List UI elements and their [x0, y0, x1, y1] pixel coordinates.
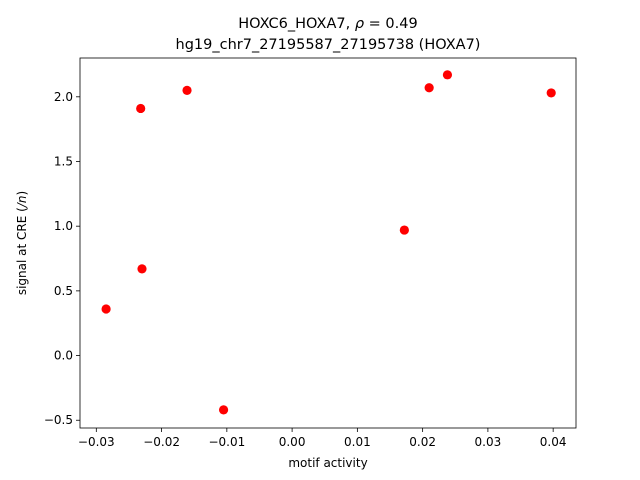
scatter-point	[101, 304, 111, 314]
scatter-point	[218, 405, 229, 415]
x-tick-label: −0.01	[208, 435, 245, 449]
y-tick-label: 1.5	[54, 154, 73, 168]
y-tick-label: −0.5	[44, 413, 73, 427]
y-axis-label: signal at CRE (/n)	[15, 191, 29, 295]
x-axis-ticks: −0.03 −0.02 −0.01 0.00 0.01 0.02 0.03 0.04	[78, 428, 567, 449]
x-tick-label: 0.02	[409, 435, 436, 449]
x-tick-label: 0.03	[475, 435, 502, 449]
scatter-point	[399, 225, 409, 235]
y-axis-label-close: )	[15, 191, 29, 196]
scatter-point	[136, 103, 146, 114]
title-rho-symbol: ρ	[355, 16, 365, 32]
scatter-point	[137, 264, 147, 274]
x-tick-label: −0.03	[78, 435, 115, 449]
y-axis-label-main: signal at CRE (	[15, 207, 29, 295]
scatter-point	[442, 70, 453, 80]
title-prefix: HOXC6_HOXA7,	[238, 16, 355, 32]
y-tick-label: 0.5	[54, 284, 73, 298]
chart-title-line2: hg19_chr7_27195587_27195738 (HOXA7)	[176, 37, 481, 53]
scatter-point	[424, 83, 434, 93]
chart-title-line1: HOXC6_HOXA7, ρ = 0.49	[238, 16, 417, 32]
x-tick-label: 0.00	[279, 435, 306, 449]
x-tick-label: −0.02	[143, 435, 180, 449]
y-tick-label: 2.0	[54, 90, 73, 104]
x-tick-label: 0.04	[540, 435, 567, 449]
scatter-point	[546, 88, 556, 98]
y-axis-ticks: −0.5 0.0 0.5 1.0 1.5 2.0	[44, 90, 80, 427]
scatter-point	[182, 85, 192, 95]
data-points	[101, 70, 556, 415]
x-tick-label: 0.01	[344, 435, 371, 449]
title-rho-value: = 0.49	[364, 16, 418, 32]
plot-area-frame	[79, 57, 577, 429]
x-axis-label: motif activity	[288, 456, 367, 470]
y-axis-label-italic: /n	[15, 196, 29, 209]
y-tick-label: 0.0	[54, 349, 73, 363]
y-tick-label: 1.0	[54, 219, 73, 233]
